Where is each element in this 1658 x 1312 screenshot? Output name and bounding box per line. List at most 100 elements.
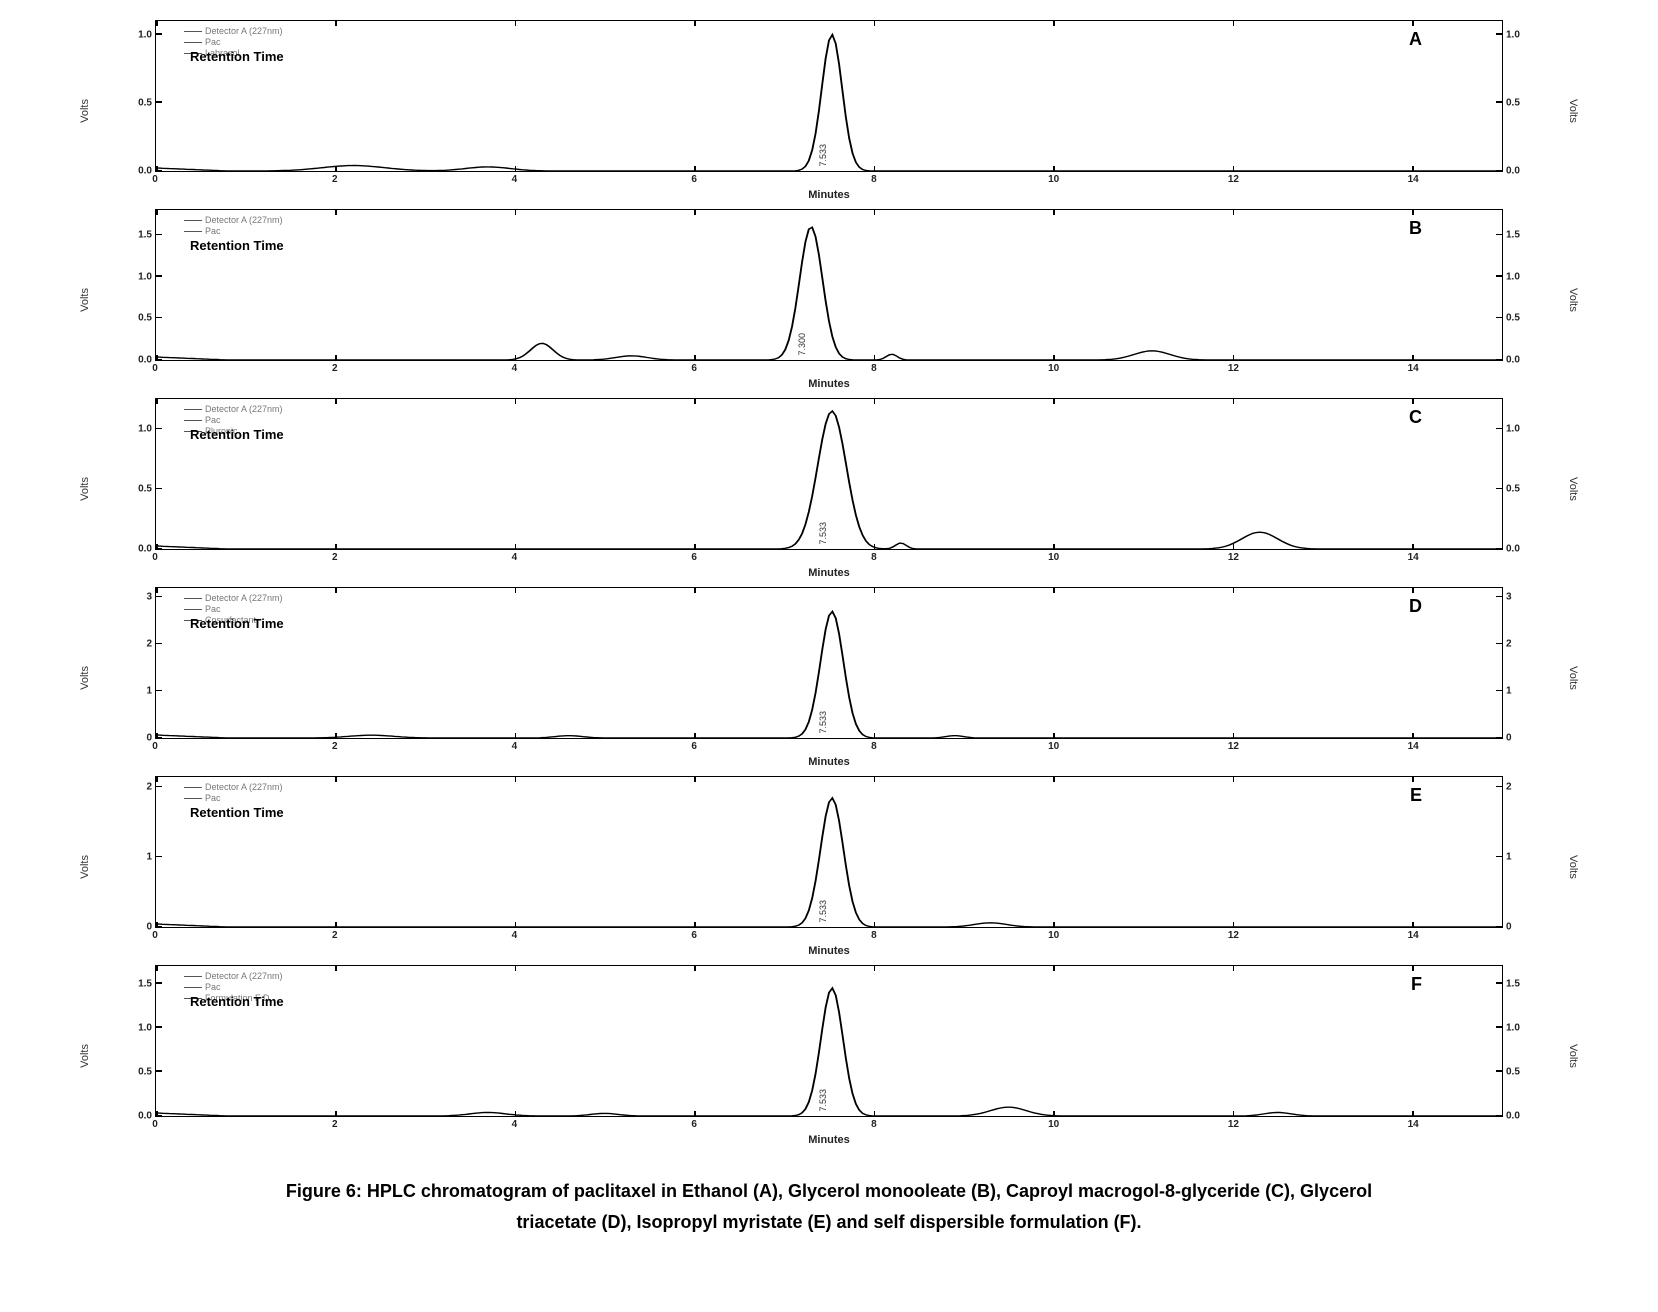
y-axis-label-left: Volts bbox=[79, 855, 109, 879]
chromatogram-panel-B: Volts0.00.51.01.50.00.51.01.5BDetector A… bbox=[79, 209, 1579, 390]
x-tick-label: 6 bbox=[691, 1119, 697, 1130]
y-tick-label: 0.0 bbox=[116, 355, 152, 366]
y-tick-label: 0.0 bbox=[116, 544, 152, 555]
x-tick-label: 12 bbox=[1228, 741, 1239, 752]
retention-time-label: Retention Time bbox=[190, 994, 284, 1009]
x-tick-label: 14 bbox=[1408, 552, 1419, 563]
y-axis-label-right: Volts bbox=[1549, 855, 1579, 879]
x-tick-label: 2 bbox=[332, 930, 338, 941]
y-tick-label: 1.0 bbox=[1506, 271, 1542, 282]
x-tick-label: 12 bbox=[1228, 552, 1239, 563]
legend-line-icon bbox=[184, 220, 202, 221]
y-tick-label: 1 bbox=[1506, 686, 1542, 697]
y-axis-label-right: Volts bbox=[1549, 666, 1579, 690]
y-ticks-right: 0.00.51.0 bbox=[1506, 21, 1542, 171]
y-tick-label: 1.0 bbox=[116, 1022, 152, 1033]
x-tick-label: 6 bbox=[691, 174, 697, 185]
plot-area: 01230123DDetector A (227nm)PacCosurfacta… bbox=[155, 587, 1503, 739]
legend-entry: Pac bbox=[184, 415, 283, 426]
x-tick-label: 10 bbox=[1048, 174, 1059, 185]
chromatogram-trace bbox=[156, 588, 1502, 738]
x-tick-label: 0 bbox=[152, 1119, 158, 1130]
figure-container: Volts 0.00.51.00.00.51.0ADetector A (227n… bbox=[79, 20, 1579, 1237]
x-tick-label: 4 bbox=[512, 1119, 518, 1130]
x-axis: 02468101214 bbox=[155, 172, 1503, 188]
y-ticks-right: 012 bbox=[1506, 777, 1542, 927]
x-tick-label: 14 bbox=[1408, 930, 1419, 941]
y-ticks-left: 0.00.51.0 bbox=[116, 21, 152, 171]
y-tick-label: 0.0 bbox=[116, 166, 152, 177]
y-tick-label: 0 bbox=[116, 922, 152, 933]
x-tick-label: 8 bbox=[871, 363, 877, 374]
x-axis-title: Minutes bbox=[155, 189, 1503, 201]
retention-time-label: Retention Time bbox=[190, 805, 284, 820]
x-tick-label: 14 bbox=[1408, 741, 1419, 752]
x-tick-label: 2 bbox=[332, 552, 338, 563]
y-tick-label: 0 bbox=[1506, 922, 1542, 933]
x-axis-title: Minutes bbox=[155, 567, 1503, 579]
chromatogram-trace bbox=[156, 966, 1502, 1116]
y-tick-label: 2 bbox=[116, 782, 152, 793]
y-tick-label: 1 bbox=[116, 686, 152, 697]
y-ticks-left: 0.00.51.0 bbox=[116, 399, 152, 549]
y-axis-label-left: Volts bbox=[79, 288, 109, 312]
legend-line-icon bbox=[184, 31, 202, 32]
peak-retention-label: 7.533 bbox=[818, 144, 828, 167]
legend-line-icon bbox=[184, 420, 202, 421]
chromatogram-panel-C: Volts0.00.51.00.00.51.0CDetector A (227n… bbox=[79, 398, 1579, 579]
y-tick-label: 1.5 bbox=[116, 978, 152, 989]
x-tick-label: 0 bbox=[152, 741, 158, 752]
x-tick-label: 6 bbox=[691, 363, 697, 374]
peak-retention-label: 7.533 bbox=[818, 522, 828, 545]
x-tick-label: 2 bbox=[332, 174, 338, 185]
plot-wrap: 0.00.51.00.00.51.0ADetector A (227nm)Pac… bbox=[155, 20, 1503, 201]
y-axis-label-right: Volts bbox=[1549, 288, 1579, 312]
y-axis-label-right: Volts bbox=[1549, 1044, 1579, 1068]
x-tick-label: 0 bbox=[152, 174, 158, 185]
legend-line-icon bbox=[184, 976, 202, 977]
x-axis-title: Minutes bbox=[155, 378, 1503, 390]
y-tick-label: 3 bbox=[1506, 592, 1542, 603]
retention-time-label: Retention Time bbox=[190, 238, 284, 253]
legend-line-icon bbox=[184, 42, 202, 43]
plot-wrap: 01230123DDetector A (227nm)PacCosurfacta… bbox=[155, 587, 1503, 768]
y-tick-label: 1.0 bbox=[1506, 29, 1542, 40]
x-tick-label: 4 bbox=[512, 363, 518, 374]
x-tick-label: 2 bbox=[332, 1119, 338, 1130]
caption-line-1: Figure 6: HPLC chromatogram of paclitaxe… bbox=[286, 1181, 1372, 1201]
x-axis: 02468101214 bbox=[155, 550, 1503, 566]
x-tick-label: 10 bbox=[1048, 741, 1059, 752]
legend-box: Detector A (227nm)Pac bbox=[184, 215, 283, 237]
plot-area: 0.00.51.00.00.51.0CDetector A (227nm)Pac… bbox=[155, 398, 1503, 550]
chromatogram-trace bbox=[156, 210, 1502, 360]
x-axis-title: Minutes bbox=[155, 1134, 1503, 1146]
x-axis: 02468101214 bbox=[155, 928, 1503, 944]
peak-retention-label: 7.533 bbox=[818, 1089, 828, 1112]
y-ticks-right: 0123 bbox=[1506, 588, 1542, 738]
legend-line-icon bbox=[184, 987, 202, 988]
figure-caption: Figure 6: HPLC chromatogram of paclitaxe… bbox=[79, 1176, 1579, 1237]
x-axis: 02468101214 bbox=[155, 361, 1503, 377]
x-tick-label: 2 bbox=[332, 363, 338, 374]
chromatogram-trace bbox=[156, 777, 1502, 927]
y-tick-label: 2 bbox=[1506, 782, 1542, 793]
y-tick-label: 0.0 bbox=[116, 1111, 152, 1122]
y-ticks-left: 0.00.51.01.5 bbox=[116, 966, 152, 1116]
y-tick-label: 0.0 bbox=[1506, 1111, 1542, 1122]
y-tick-label: 1.5 bbox=[1506, 230, 1542, 241]
y-axis-label-left: Volts bbox=[79, 99, 109, 123]
y-tick-label: 0.5 bbox=[116, 1066, 152, 1077]
chromatogram-panel-A: Volts 0.00.51.00.00.51.0ADetector A (227n… bbox=[79, 20, 1579, 201]
y-ticks-left: 012 bbox=[116, 777, 152, 927]
legend-line-icon bbox=[184, 598, 202, 599]
x-tick-label: 8 bbox=[871, 741, 877, 752]
x-axis-title: Minutes bbox=[155, 756, 1503, 768]
y-tick-label: 1.5 bbox=[116, 230, 152, 241]
x-tick-label: 6 bbox=[691, 741, 697, 752]
x-tick-label: 4 bbox=[512, 174, 518, 185]
x-tick-label: 6 bbox=[691, 930, 697, 941]
x-tick-label: 12 bbox=[1228, 174, 1239, 185]
legend-entry: Pac bbox=[184, 37, 283, 48]
y-tick-label: 0 bbox=[116, 733, 152, 744]
y-ticks-right: 0.00.51.01.5 bbox=[1506, 966, 1542, 1116]
